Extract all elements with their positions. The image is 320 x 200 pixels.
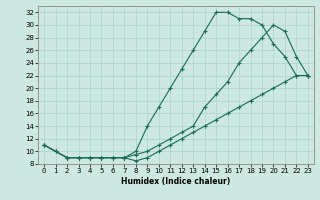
X-axis label: Humidex (Indice chaleur): Humidex (Indice chaleur) [121,177,231,186]
